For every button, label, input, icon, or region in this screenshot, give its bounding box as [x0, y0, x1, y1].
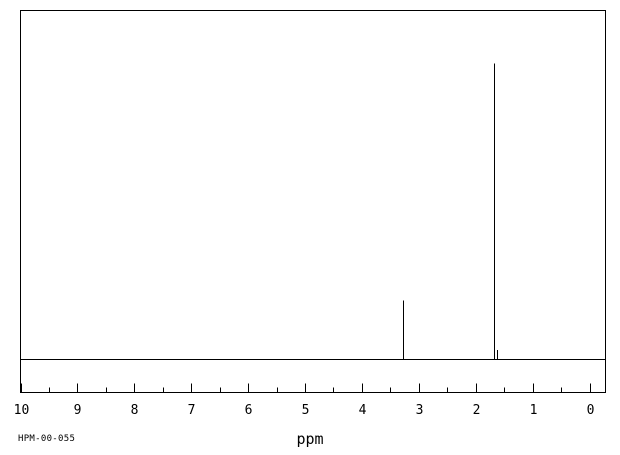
- x-tick-label: 2: [473, 403, 481, 418]
- x-tick-label: 8: [131, 403, 139, 418]
- x-tick-label: 5: [302, 403, 310, 418]
- peak-traces: [402, 63, 498, 360]
- x-tick-label: 6: [245, 403, 253, 418]
- x-tick-label: 10: [14, 403, 30, 418]
- x-tick-label: 4: [359, 403, 367, 418]
- x-tick-label: 7: [188, 403, 196, 418]
- plot-area: [20, 63, 606, 361]
- x-axis-title: ppm: [296, 430, 323, 448]
- x-tick-label: 1: [530, 403, 538, 418]
- x-axis-ticks: [21, 383, 591, 393]
- sample-id-label: HPM-00-055: [18, 434, 75, 444]
- x-tick-label: 0: [587, 403, 595, 418]
- x-tick-label: 9: [74, 403, 82, 418]
- plot-frame-border: [20, 10, 606, 393]
- x-tick-label: 3: [416, 403, 424, 418]
- x-axis-tick-labels: 10 9 8 7 6 5 4 3 2 1 0: [14, 403, 595, 418]
- x-axis: 10 9 8 7 6 5 4 3 2 1 0: [14, 383, 606, 418]
